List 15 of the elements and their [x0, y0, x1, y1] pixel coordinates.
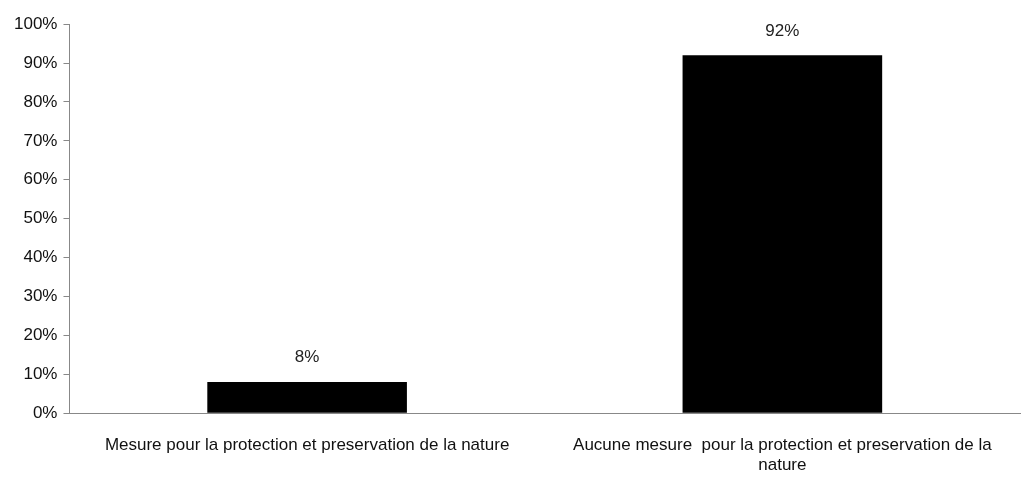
y-tick-label: 70%: [23, 130, 58, 150]
y-tick-label: 100%: [14, 13, 58, 33]
y-tick-label: 60%: [23, 169, 58, 189]
y-tick-label: 90%: [23, 52, 58, 72]
y-tick-label: 30%: [23, 286, 58, 306]
y-tick-label: 50%: [23, 208, 58, 228]
y-tick-label: 40%: [23, 247, 58, 267]
y-tick-label: 20%: [23, 325, 58, 345]
y-tick-label: 80%: [23, 91, 58, 111]
x-tick-label: Mesure pour la protection et preservation de la nature: [104, 435, 510, 455]
y-tick-label: 0%: [32, 402, 58, 422]
data-label: 8%: [294, 347, 320, 367]
data-label: 92%: [765, 20, 800, 40]
y-tick-label: 10%: [23, 363, 58, 383]
x-tick-label: Aucune mesure pour la protection et preservation de la nature: [573, 435, 993, 475]
